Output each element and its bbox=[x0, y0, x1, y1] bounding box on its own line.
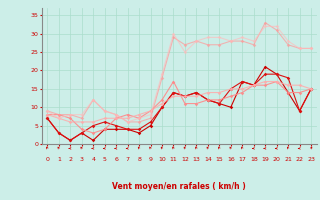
X-axis label: Vent moyen/en rafales ( km/h ): Vent moyen/en rafales ( km/h ) bbox=[112, 182, 246, 191]
